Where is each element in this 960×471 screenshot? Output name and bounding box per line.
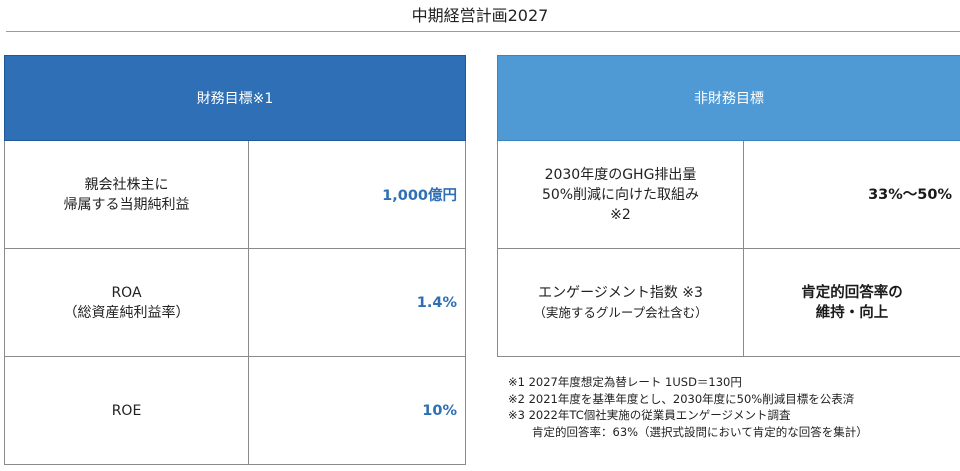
footnotes: ※1 2027年度想定為替レート 1USD＝130円 ※2 2021年度を基準年… (508, 374, 960, 440)
footnote-2: ※2 2021年度を基準年度とし、2030年度に50%削減目標を公表済 (508, 391, 855, 406)
roe-label: ROE (4, 356, 249, 465)
non-financial-goals-table: 非財務目標 2030年度のGHG排出量 50%削減に向けた取組み ※2 33%～… (497, 55, 960, 357)
label-line: 50%削減に向けた取組み (541, 186, 700, 203)
footnote-3: ※3 2022年TC個社実施の従業員エンゲージメント調査 (508, 408, 791, 422)
label-subline: （実施するグループ会社含む） (533, 304, 708, 320)
net-income-label: 親会社株主に 帰属する当期純利益 (4, 140, 249, 249)
label-line: 2030年度のGHG排出量 (544, 166, 697, 183)
financial-goals-table: 財務目標※1 親会社株主に 帰属する当期純利益 1,000億円 ROA （総資産… (3, 55, 467, 465)
ghg-reduction-label: 2030年度のGHG排出量 50%削減に向けた取組み ※2 (497, 140, 744, 249)
label-line: ※2 (610, 206, 631, 223)
engagement-index-value: 肯定的回答率の 維持・向上 (743, 248, 960, 357)
roa-value: 1.4% (247, 248, 467, 357)
label-line: 親会社株主に (84, 176, 169, 193)
table-row: 2030年度のGHG排出量 50%削減に向けた取組み ※2 33%～50% (497, 140, 960, 249)
financial-goals-header: 財務目標※1 (3, 55, 467, 141)
page-title: 中期経営計画2027 (411, 6, 549, 25)
label-line: ROA (111, 284, 142, 301)
label-line: ROE (111, 402, 142, 419)
label-line: （総資産純利益率） (63, 304, 190, 321)
label-line: 帰属する当期純利益 (63, 196, 190, 213)
value-line: 肯定的回答率の (801, 284, 903, 301)
roa-label: ROA （総資産純利益率） (4, 248, 249, 357)
footnote-3-detail: 肯定的回答率：63%（選択式設問において肯定的な回答を集計） (532, 424, 868, 439)
table-row: エンゲージメント指数 ※3 （実施するグループ会社含む） 肯定的回答率の 維持・… (497, 248, 960, 357)
footnote-1: ※1 2027年度想定為替レート 1USD＝130円 (508, 375, 742, 389)
table-row: ROA （総資産純利益率） 1.4% (4, 248, 467, 357)
net-income-value: 1,000億円 (247, 140, 467, 249)
table-row: 親会社株主に 帰属する当期純利益 1,000億円 (4, 140, 467, 249)
ghg-reduction-value: 33%～50% (743, 140, 960, 249)
title-divider (6, 31, 960, 32)
roe-value: 10% (247, 356, 467, 465)
non-financial-goals-header: 非財務目標 (497, 55, 960, 141)
engagement-index-label: エンゲージメント指数 ※3 （実施するグループ会社含む） (497, 248, 744, 357)
value-line: 維持・向上 (815, 304, 889, 321)
table-row: ROE 10% (4, 356, 467, 465)
label-line: エンゲージメント指数 ※3 (538, 284, 703, 301)
